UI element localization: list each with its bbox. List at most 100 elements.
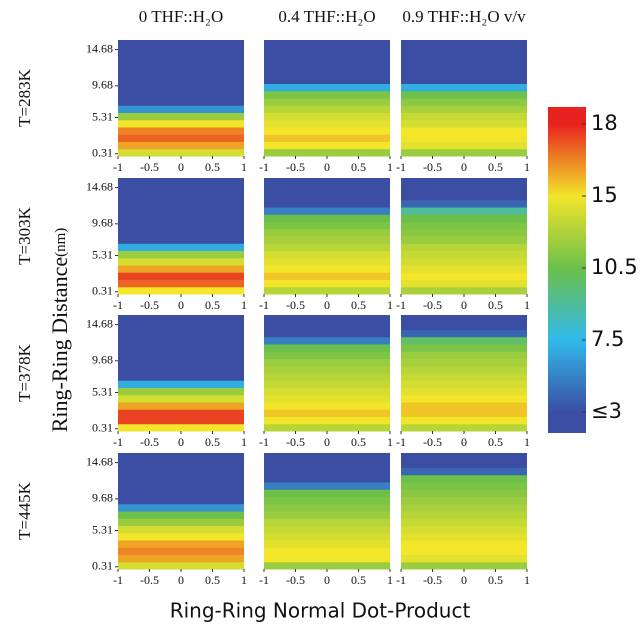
heatmap-cell: [264, 387, 390, 396]
heatmap-cell: [264, 344, 390, 352]
x-tick-label: 0.5: [205, 435, 220, 449]
x-tick-label: -1: [259, 573, 269, 587]
heatmap-cell: [118, 90, 244, 99]
y-tick-label: 0.31: [92, 146, 113, 160]
heatmap-cell: [401, 336, 527, 345]
x-tick-label: -1: [396, 298, 406, 312]
row-title: T=445K: [15, 481, 34, 539]
heatmap-cell: [264, 525, 390, 534]
x-tick-label: -0.5: [140, 160, 159, 174]
heatmap-cell: [264, 76, 390, 84]
heatmap-cell: [264, 178, 390, 186]
heatmap-cell: [118, 76, 244, 84]
heatmap-cell: [264, 40, 390, 48]
heatmap-cell: [264, 496, 390, 505]
heatmap-cell: [118, 503, 244, 512]
y-axis-label-unit: (nm): [53, 228, 69, 257]
heatmap-cell: [264, 322, 390, 330]
heatmap-cell: [264, 214, 390, 222]
heatmap-cell: [401, 236, 527, 244]
x-tick-label: -1: [396, 435, 406, 449]
heatmap-cell: [264, 207, 390, 215]
x-tick-label: 0.5: [351, 435, 366, 449]
colorbar-tick-label: 15: [591, 183, 618, 207]
x-tick-label: 1: [241, 435, 247, 449]
heatmap-cell: [118, 54, 244, 63]
heatmap-cell: [264, 185, 390, 193]
y-tick-label: 9.68: [92, 216, 113, 230]
x-tick-label: -0.5: [140, 573, 159, 587]
x-tick-label: 0.5: [351, 160, 366, 174]
y-tick-label: 9.68: [92, 78, 113, 92]
heatmap-cell: [401, 199, 527, 208]
heatmap-cell: [264, 148, 390, 157]
column-title: 0.9 THF::H₂O v/v: [402, 7, 526, 26]
heatmap-cell: [401, 540, 527, 548]
heatmap-cell: [118, 380, 244, 388]
x-tick-label: 0: [461, 573, 467, 587]
heatmap-cell: [401, 489, 527, 497]
heatmap-cell: [264, 453, 390, 461]
heatmap-cell: [264, 250, 390, 259]
heatmap-cell: [401, 518, 527, 526]
heatmap-cell: [401, 416, 527, 425]
x-axis-label: Ring-Ring Normal Dot-Product: [170, 599, 471, 623]
x-tick-label: -0.5: [423, 298, 442, 312]
x-tick-label: 0: [178, 160, 184, 174]
heatmap-cell: [118, 279, 244, 288]
x-tick-label: 0: [324, 160, 330, 174]
heatmap-cell: [264, 228, 390, 237]
heatmap-cell: [401, 127, 527, 135]
x-tick-label: -0.5: [286, 573, 305, 587]
heatmap-cell: [264, 257, 390, 266]
heatmap-cell: [118, 511, 244, 519]
heatmap-cell: [401, 561, 527, 570]
heatmap-cell: [118, 221, 244, 230]
y-tick-label: 5.31: [92, 247, 113, 261]
heatmap-cell: [264, 105, 390, 113]
heatmap-cell: [118, 532, 244, 541]
heatmap-cell: [401, 134, 527, 142]
heatmap-cell: [118, 286, 244, 295]
x-tick-label: 0: [324, 435, 330, 449]
heatmap-cell: [401, 322, 527, 330]
heatmap-cell: [264, 272, 390, 280]
x-tick-label: -1: [396, 573, 406, 587]
x-tick-label: 1: [387, 298, 393, 312]
heatmap-cell: [264, 467, 390, 476]
heatmap-cell: [264, 329, 390, 338]
y-tick-label: 5.31: [92, 109, 113, 123]
column-title: 0.4 THF::H₂O: [278, 7, 375, 26]
heatmap-cell: [401, 257, 527, 266]
colorbar-tick-label: 18: [591, 111, 618, 135]
heatmap-cell: [118, 98, 244, 106]
x-tick-label: 0: [461, 298, 467, 312]
x-tick-label: 0: [324, 298, 330, 312]
heatmap-cell: [401, 83, 527, 92]
x-tick-label: 0.5: [205, 573, 220, 587]
x-tick-label: 1: [524, 160, 530, 174]
x-tick-label: 1: [387, 573, 393, 587]
x-tick-label: 1: [241, 573, 247, 587]
heatmap-cell: [264, 192, 390, 201]
heatmap-cell: [401, 402, 527, 410]
heatmap-cell: [401, 423, 527, 432]
heatmap-cell: [264, 286, 390, 295]
heatmap-cell: [118, 554, 244, 563]
heatmap-cell: [118, 394, 244, 403]
heatmap-cell: [264, 554, 390, 563]
heatmap-cell: [401, 47, 527, 55]
heatmap-cell: [401, 272, 527, 280]
heatmap-cell: [401, 453, 527, 461]
heatmap-cell: [118, 199, 244, 208]
heatmap-cell: [264, 236, 390, 244]
colorbar-tick-label: 10.5: [591, 255, 638, 279]
heatmap-cell: [118, 402, 244, 410]
heatmap-cell: [264, 518, 390, 526]
heatmap-cell: [264, 394, 390, 403]
heatmap-cell: [118, 496, 244, 505]
y-tick-label: 0.31: [92, 421, 113, 435]
heatmap-cell: [264, 423, 390, 432]
heatmap-cell: [118, 387, 244, 396]
heatmap-cell: [118, 416, 244, 425]
